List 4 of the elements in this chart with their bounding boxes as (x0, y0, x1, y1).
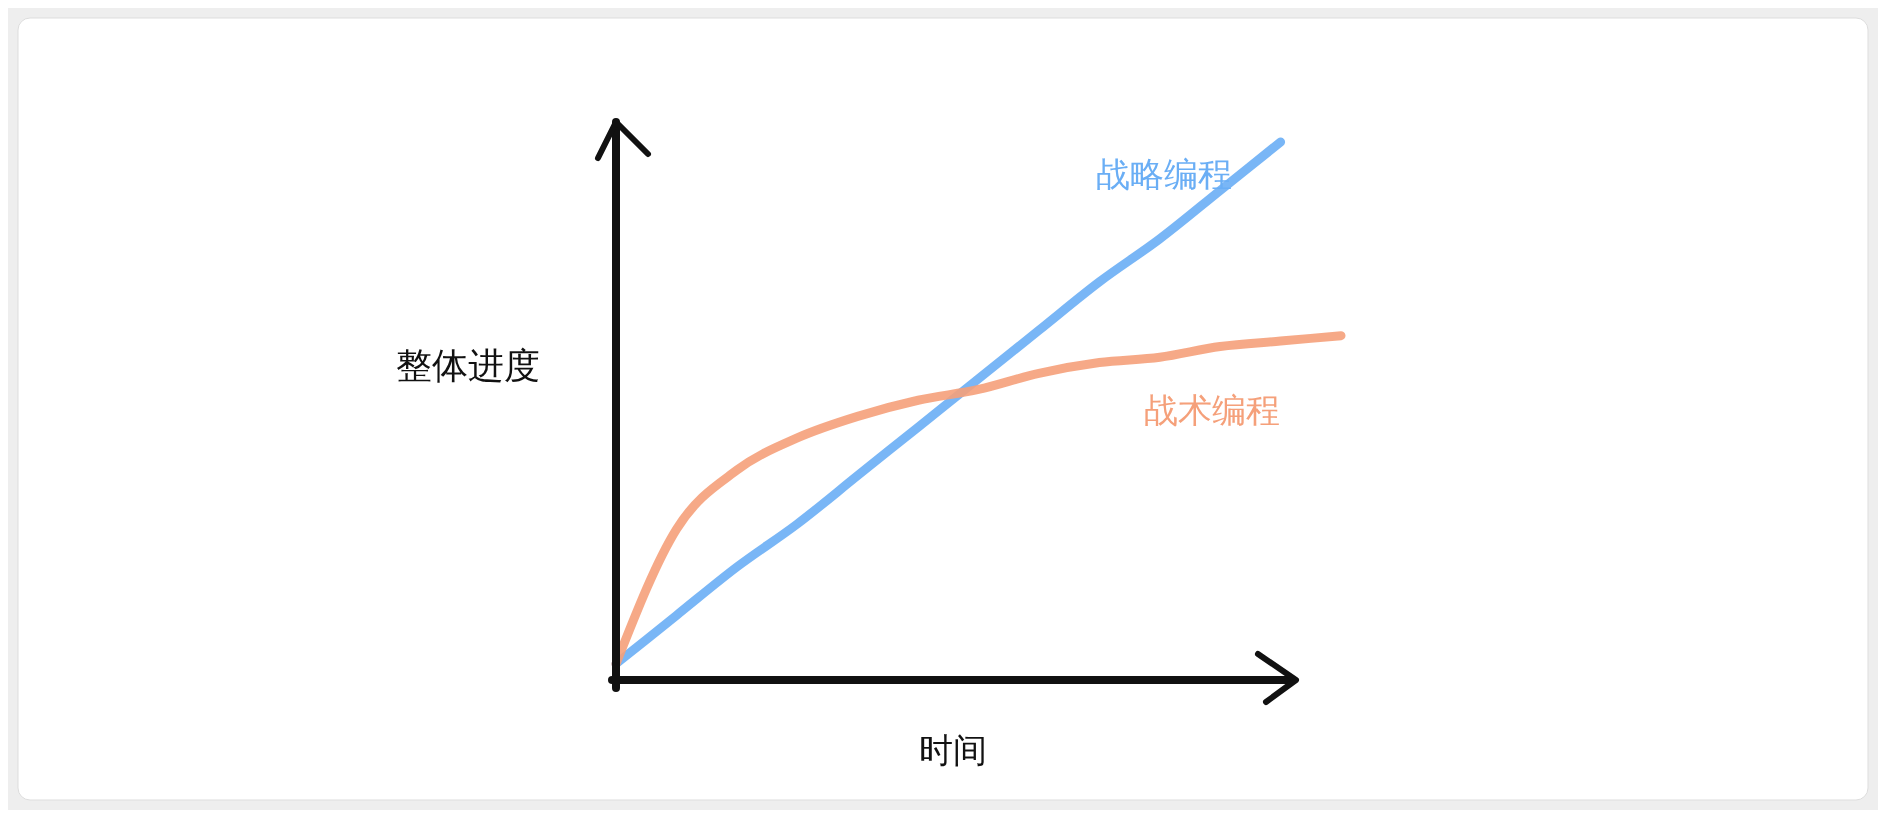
y-axis-title: 整体进度 (396, 345, 540, 386)
x-axis-title: 时间 (919, 730, 987, 770)
series-label: 战略编程 (1096, 154, 1232, 194)
series-label: 战术编程 (1144, 390, 1280, 430)
